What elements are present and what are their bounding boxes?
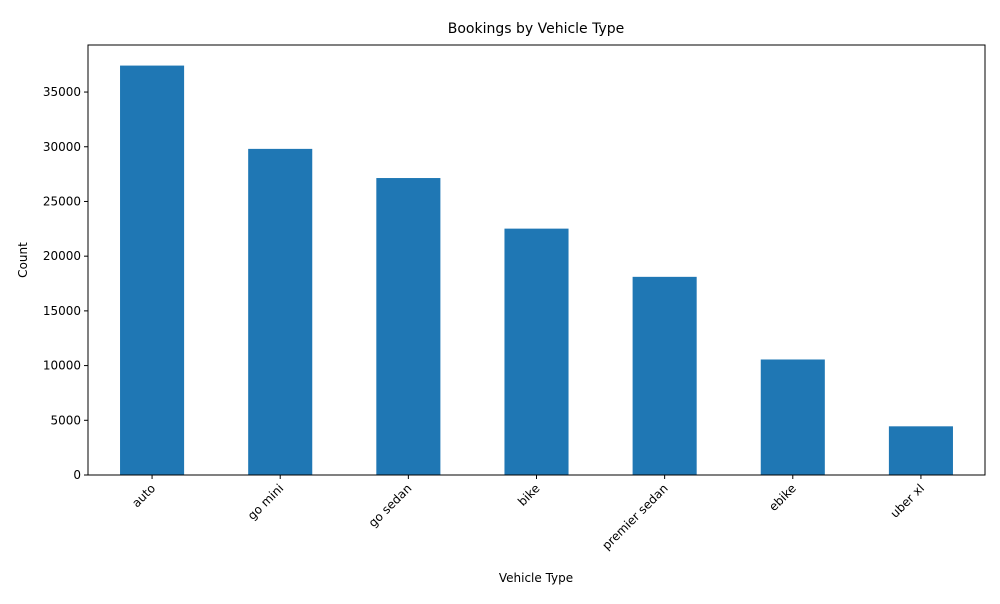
- y-tick-label: 25000: [43, 194, 81, 208]
- y-tick-label: 30000: [43, 140, 81, 154]
- y-tick-label: 35000: [43, 85, 81, 99]
- x-axis-label: Vehicle Type: [499, 571, 573, 585]
- plot-frame: [87, 44, 986, 476]
- y-tick-label: 0: [73, 468, 81, 482]
- bar-bike: [504, 228, 569, 475]
- bar-ebike: [760, 359, 825, 475]
- bar-go-mini: [248, 148, 313, 476]
- x-tick-label: go sedan: [366, 481, 415, 530]
- y-tick-label: 10000: [43, 359, 81, 373]
- bar-premier-sedan: [632, 276, 697, 475]
- y-axis-label: Count: [16, 242, 30, 278]
- bar-go-sedan: [376, 178, 441, 475]
- y-tick-label: 15000: [43, 304, 81, 318]
- y-tick-label: 20000: [43, 249, 81, 263]
- chart-title: Bookings by Vehicle Type: [448, 21, 625, 37]
- x-tick-label: ebike: [766, 481, 799, 514]
- bar-auto: [120, 65, 185, 475]
- x-tick-label: premier sedan: [599, 481, 670, 552]
- bar-uber-xl: [888, 426, 953, 475]
- y-tick-label: 5000: [50, 413, 81, 427]
- bars-group: [120, 65, 953, 476]
- x-tick-label: go mini: [245, 481, 287, 523]
- x-tick-label: uber xl: [888, 481, 927, 520]
- x-tick-label: auto: [129, 481, 158, 510]
- y-axis: 0 5000 10000 15000 20000 25000 30000 35000: [43, 85, 88, 482]
- x-axis: auto go mini go sedan bike premier sedan ebik…: [129, 475, 927, 553]
- x-tick-label: bike: [515, 481, 542, 508]
